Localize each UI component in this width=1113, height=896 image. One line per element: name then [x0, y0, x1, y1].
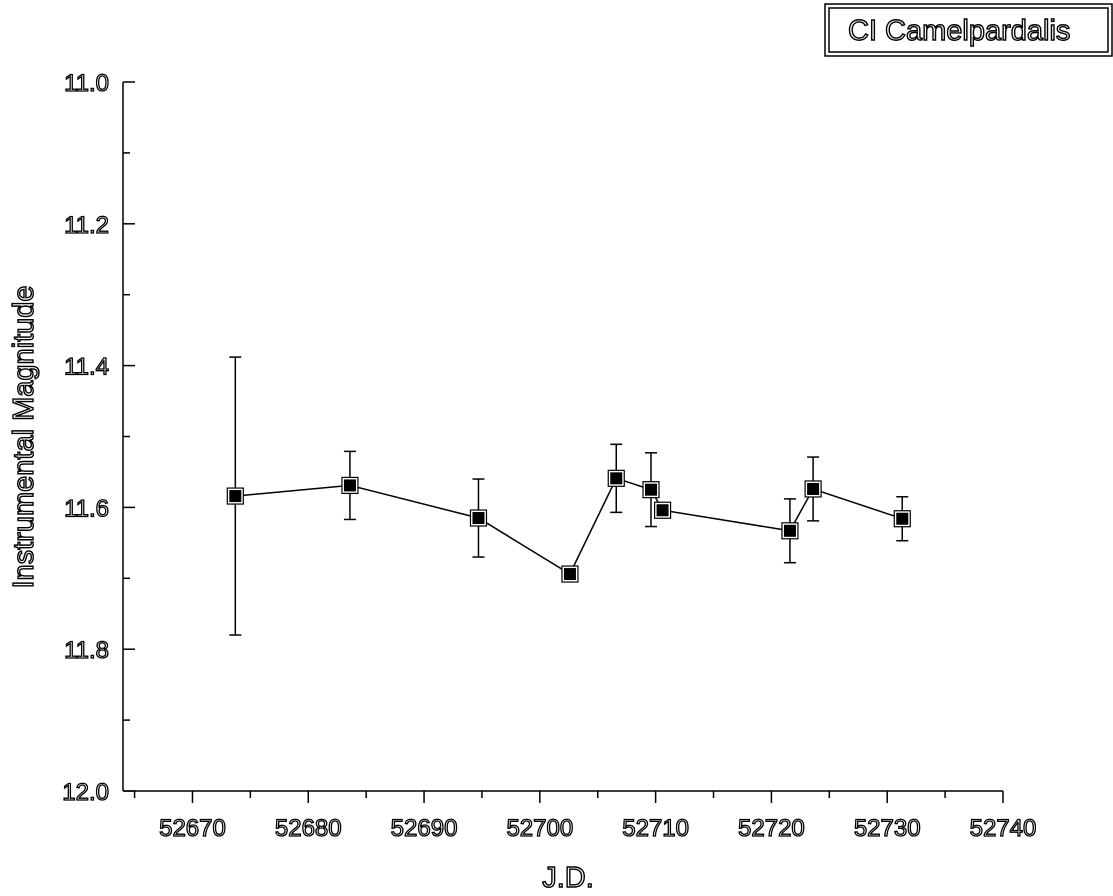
data-series	[226, 356, 911, 636]
y-tick-label: 11.4	[64, 354, 109, 381]
series-line	[235, 477, 903, 576]
x-tick-label: 52670	[159, 815, 226, 842]
x-tick-label: 52680	[275, 815, 342, 842]
data-point	[896, 512, 909, 525]
data-point	[472, 512, 485, 525]
x-tick-label: 52710	[622, 815, 689, 842]
data-point	[563, 568, 576, 581]
data-point	[807, 482, 820, 495]
legend-box-inner	[828, 7, 1109, 53]
y-tick-label: 12.0	[62, 779, 109, 806]
x-tick-label: 52720	[738, 815, 805, 842]
x-axis-title: J.D.	[542, 862, 594, 894]
data-point	[343, 479, 356, 492]
x-tick-label: 52730	[854, 815, 921, 842]
data-point	[610, 472, 623, 485]
x-tick-label: 52690	[391, 815, 458, 842]
axes: 11.0 11.2 11.4 11.6 11.8 12.0 52670 52680 52690 5…	[62, 69, 1037, 842]
legend: CI Camelpardalis	[824, 3, 1113, 57]
x-tick-label: 52700	[506, 815, 573, 842]
data-point	[656, 504, 669, 517]
y-axis-title: Instrumental Magnitude	[8, 285, 40, 588]
y-tick-label: 11.8	[64, 637, 109, 664]
legend-box-outer	[824, 3, 1113, 57]
legend-label: CI Camelpardalis	[848, 15, 1070, 47]
y-tick-label: 11.0	[64, 70, 109, 97]
data-point	[645, 483, 657, 496]
data-point	[229, 490, 242, 503]
x-tick-label: 52740	[970, 815, 1037, 842]
y-tick-label: 11.6	[64, 495, 109, 522]
data-point	[783, 524, 796, 537]
y-tick-label: 11.2	[64, 212, 109, 239]
